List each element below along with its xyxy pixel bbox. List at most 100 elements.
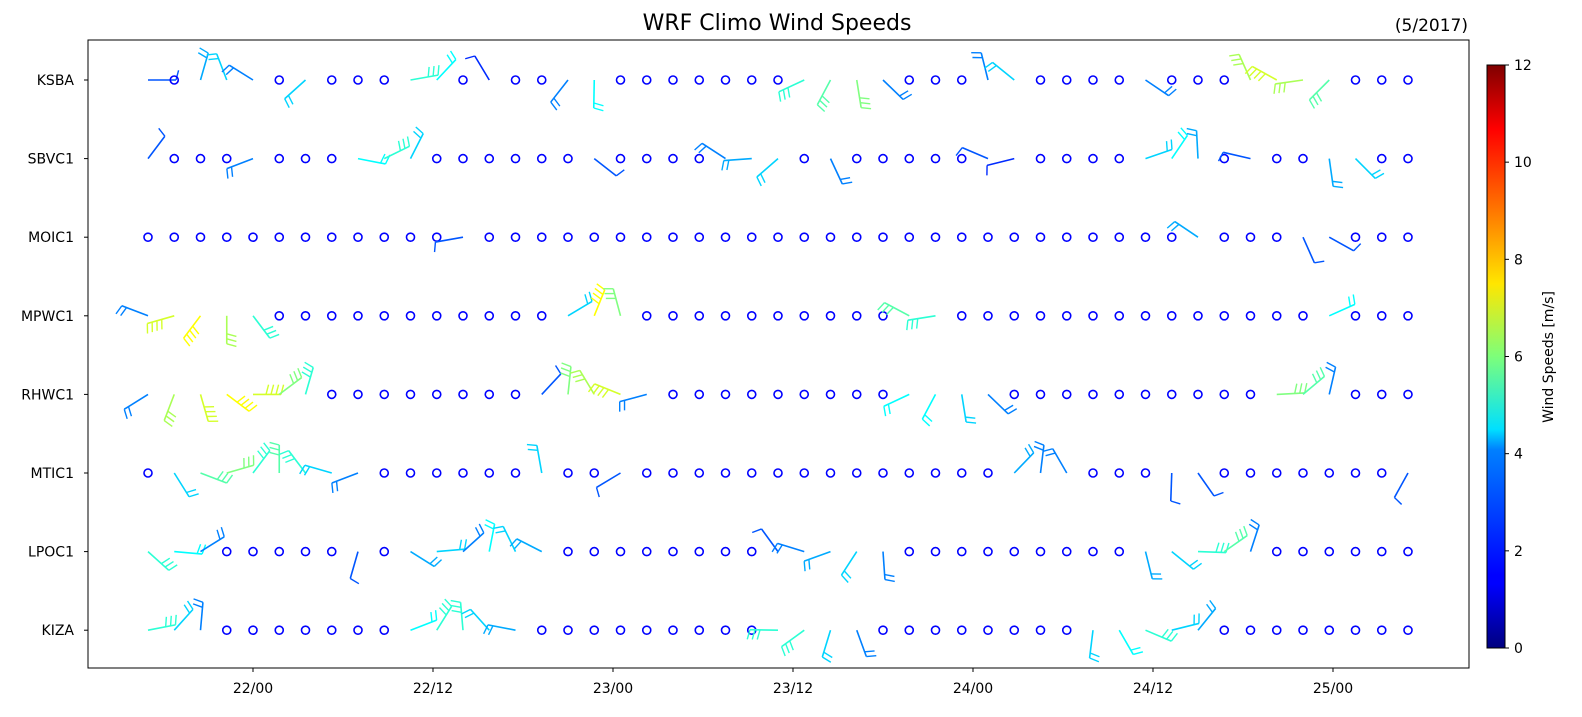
calm-marker	[564, 155, 572, 163]
wind-barb	[1043, 449, 1067, 473]
plot-frame	[88, 40, 1469, 668]
calm-marker	[800, 233, 808, 241]
colorbar-tick-label: 12	[1514, 58, 1532, 74]
calm-marker	[512, 390, 520, 398]
calm-marker	[958, 312, 966, 320]
calm-marker	[1037, 76, 1045, 84]
calm-marker	[512, 233, 520, 241]
calm-marker	[1404, 155, 1412, 163]
colorbar-label: Wind Speeds [m/s]	[1541, 291, 1557, 423]
calm-marker	[748, 233, 756, 241]
calm-marker	[433, 312, 441, 320]
calm-marker	[433, 155, 441, 163]
calm-marker	[643, 548, 651, 556]
calm-marker	[984, 312, 992, 320]
wind-barb	[1249, 520, 1259, 552]
station-label: MOIC1	[28, 230, 74, 246]
calm-marker	[669, 390, 677, 398]
calm-marker	[958, 548, 966, 556]
wind-barb	[1219, 152, 1251, 161]
calm-marker	[643, 469, 651, 477]
calm-marker	[459, 155, 467, 163]
calm-marker	[853, 469, 861, 477]
calm-marker	[1142, 390, 1150, 398]
wind-barb	[124, 394, 148, 418]
wind-barb	[603, 289, 620, 316]
calm-marker	[1299, 626, 1307, 634]
calm-marker	[144, 469, 152, 477]
wind-barb	[804, 552, 830, 572]
calm-marker	[827, 469, 835, 477]
wind-barb	[485, 520, 495, 552]
calm-marker	[485, 469, 493, 477]
wind-barb	[174, 544, 205, 554]
wind-barb	[148, 615, 176, 630]
calm-marker	[774, 469, 782, 477]
calm-marker	[459, 390, 467, 398]
calm-marker	[1063, 312, 1071, 320]
calm-marker	[722, 233, 730, 241]
calm-marker	[170, 155, 178, 163]
calm-marker	[774, 76, 782, 84]
wind-barb	[1326, 362, 1336, 394]
colorbar-tick-label: 10	[1514, 155, 1532, 171]
calm-marker	[722, 390, 730, 398]
calm-marker	[617, 626, 625, 634]
colorbar-tick-label: 2	[1514, 544, 1523, 560]
wind-barb	[568, 292, 592, 316]
wind-barb	[984, 62, 1014, 80]
calm-marker	[1299, 155, 1307, 163]
wind-barb	[1309, 80, 1329, 108]
calm-marker	[879, 469, 887, 477]
wind-barb	[184, 316, 201, 346]
calm-marker	[433, 233, 441, 241]
wind-barb	[201, 394, 219, 421]
calm-marker	[328, 76, 336, 84]
calm-marker	[1010, 548, 1018, 556]
calm-marker	[748, 76, 756, 84]
x-tick-label: 22/12	[413, 681, 453, 697]
wind-barb	[907, 316, 936, 330]
calm-marker	[1115, 233, 1123, 241]
calm-marker	[617, 233, 625, 241]
calm-marker	[564, 469, 572, 477]
calm-marker	[984, 233, 992, 241]
wind-barb	[1146, 629, 1178, 641]
calm-marker	[223, 233, 231, 241]
wind-barb	[570, 370, 594, 394]
calm-marker	[538, 76, 546, 84]
calm-marker	[643, 312, 651, 320]
calm-marker	[459, 76, 467, 84]
calm-marker	[407, 390, 415, 398]
calm-marker	[1194, 312, 1202, 320]
wind-barb	[253, 443, 270, 473]
calm-marker	[1378, 469, 1386, 477]
calm-marker	[879, 233, 887, 241]
calm-marker	[433, 469, 441, 477]
calm-marker	[695, 233, 703, 241]
calm-marker	[302, 548, 310, 556]
calm-marker	[984, 626, 992, 634]
calm-marker	[354, 390, 362, 398]
calm-marker	[1168, 76, 1176, 84]
calm-marker	[669, 469, 677, 477]
calm-marker	[249, 233, 257, 241]
wind-barb	[594, 159, 624, 176]
calm-marker	[1352, 312, 1360, 320]
calm-marker	[1142, 469, 1150, 477]
calm-marker	[669, 548, 677, 556]
calm-marker	[1378, 626, 1386, 634]
calm-marker	[485, 155, 493, 163]
calm-marker	[380, 233, 388, 241]
wind-barb	[831, 159, 853, 184]
wind-barb	[987, 159, 1014, 176]
calm-marker	[695, 76, 703, 84]
calm-marker	[1378, 390, 1386, 398]
calm-marker	[748, 312, 756, 320]
wind-barb	[493, 526, 515, 551]
wind-barb	[1229, 54, 1250, 80]
colorbar-tick-label: 0	[1514, 641, 1523, 657]
calm-marker	[328, 155, 336, 163]
